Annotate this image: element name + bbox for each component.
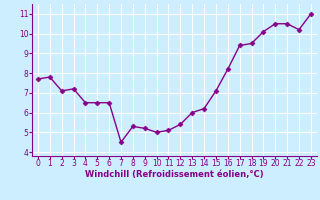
X-axis label: Windchill (Refroidissement éolien,°C): Windchill (Refroidissement éolien,°C)	[85, 170, 264, 179]
